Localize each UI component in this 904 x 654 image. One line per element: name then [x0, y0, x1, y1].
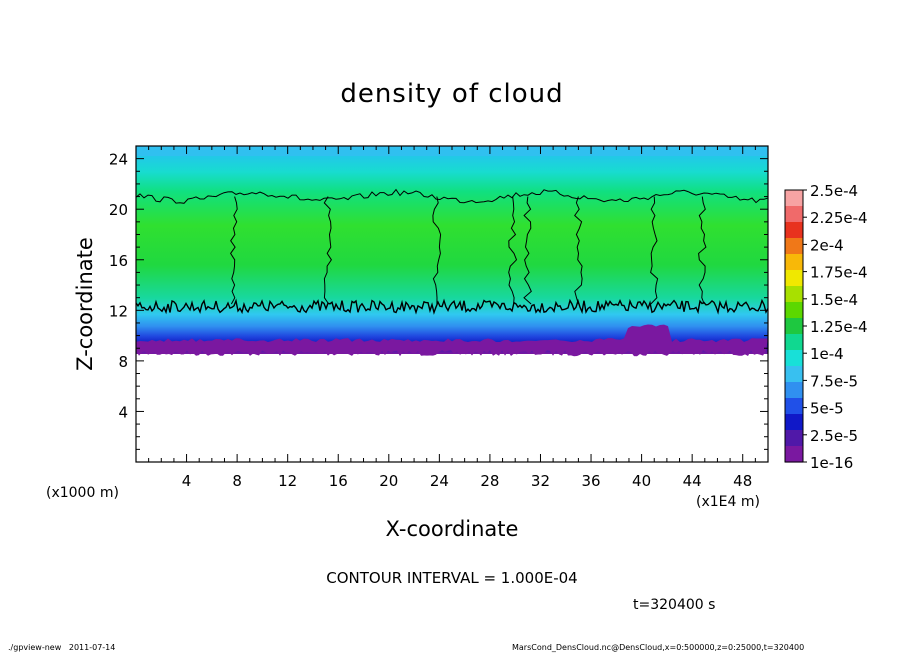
colorbar-label: 1e-16 — [810, 454, 853, 472]
contour-interval-text: CONTOUR INTERVAL = 1.000E-04 — [326, 569, 577, 587]
contour-line-vertical-segment — [650, 196, 659, 305]
sky-band — [136, 146, 768, 158]
x-tick-label: 40 — [632, 472, 651, 490]
y-tick-label: 24 — [109, 151, 128, 169]
contour-line-lower — [136, 298, 768, 315]
contour-line-upper — [136, 188, 768, 204]
colorbar-swatch — [785, 350, 803, 367]
colorbar-swatch — [785, 382, 803, 399]
colorbar-label: 1.75e-4 — [810, 264, 868, 282]
colorbar-swatch — [785, 398, 803, 415]
colorbar-swatch — [785, 414, 803, 431]
contour-line-vertical-segment — [698, 196, 707, 305]
x-tick-label: 32 — [531, 472, 550, 490]
colorbar-label: 1.5e-4 — [810, 291, 858, 309]
footer-left: ./gpview-new 2011-07-14 — [8, 643, 115, 652]
y-tick-label: 8 — [118, 353, 128, 371]
y-tick-label: 12 — [109, 302, 128, 320]
chart-title: density of cloud — [340, 79, 563, 109]
colorbar-label: 7.5e-5 — [810, 372, 858, 390]
colorbar-swatch — [785, 318, 803, 335]
x-unit-label: (x1E4 m) — [696, 494, 760, 510]
colorbar-label: 1.25e-4 — [810, 318, 868, 336]
cloud-base-fringe — [136, 324, 768, 357]
colorbar-swatch — [785, 446, 803, 463]
y-tick-label: 16 — [109, 252, 128, 270]
colorbar-swatch — [785, 334, 803, 351]
heatmap-field — [136, 146, 768, 357]
colorbar-swatch — [785, 286, 803, 303]
x-tick-label: 20 — [379, 472, 398, 490]
x-tick-label: 12 — [278, 472, 297, 490]
footer-right: MarsCond_DensCloud.nc@DensCloud,x=0:5000… — [512, 643, 804, 652]
colorbar-swatch — [785, 222, 803, 239]
colorbar-label: 1e-4 — [810, 345, 844, 363]
x-tick-label: 16 — [329, 472, 348, 490]
x-tick-label: 36 — [581, 472, 600, 490]
colorbar — [784, 189, 804, 463]
x-tick-label: 24 — [430, 472, 449, 490]
x-tick-label: 28 — [480, 472, 499, 490]
x-tick-label: 48 — [733, 472, 752, 490]
colorbar-swatch — [785, 270, 803, 287]
contour-line-vertical-segment — [574, 196, 583, 305]
contour-line-vertical-segment — [229, 196, 238, 305]
time-text: t=320400 s — [633, 597, 715, 613]
colorbar-swatch — [785, 254, 803, 271]
colorbar-label: 2.5e-5 — [810, 427, 858, 445]
y-axis-title: Z-coordinate — [73, 237, 97, 371]
y-unit-label: (x1000 m) — [46, 485, 119, 501]
colorbar-labels: 2.5e-4 2.25e-4 2e-4 1.75e-4 1.5e-4 1.25e-4 1e-… — [803, 182, 868, 472]
y-tick-label: 4 — [118, 403, 128, 421]
contour-line-vertical-segment — [508, 196, 518, 305]
colorbar-swatch — [785, 366, 803, 383]
contour-line-vertical-segment — [432, 196, 442, 305]
x-tick-label: 4 — [182, 472, 192, 490]
contour-line-vertical-segment — [323, 196, 333, 305]
colorbar-label: 2e-4 — [810, 236, 844, 254]
colorbar-swatch — [785, 302, 803, 319]
contour-line-vertical — [229, 196, 707, 305]
colorbar-swatch — [785, 190, 803, 207]
x-axis-title: X-coordinate — [386, 517, 519, 541]
colorbar-label: 2.5e-4 — [810, 182, 858, 200]
colorbar-swatch — [785, 238, 803, 255]
cloud-field — [136, 156, 768, 354]
colorbar-swatch — [785, 430, 803, 447]
x-tick-label: 44 — [683, 472, 702, 490]
y-tick-label: 20 — [109, 201, 128, 219]
x-tick-label: 8 — [232, 472, 242, 490]
colorbar-label: 2.25e-4 — [810, 209, 868, 227]
contour-line-vertical-segment — [523, 196, 532, 305]
y-axis: 4 8 12 16 20 24 — [109, 151, 768, 450]
colorbar-swatch — [785, 206, 803, 223]
x-axis: 4 8 12 16 20 24 28 32 36 40 44 48 — [148, 146, 756, 490]
colorbar-label: 5e-5 — [810, 400, 844, 418]
